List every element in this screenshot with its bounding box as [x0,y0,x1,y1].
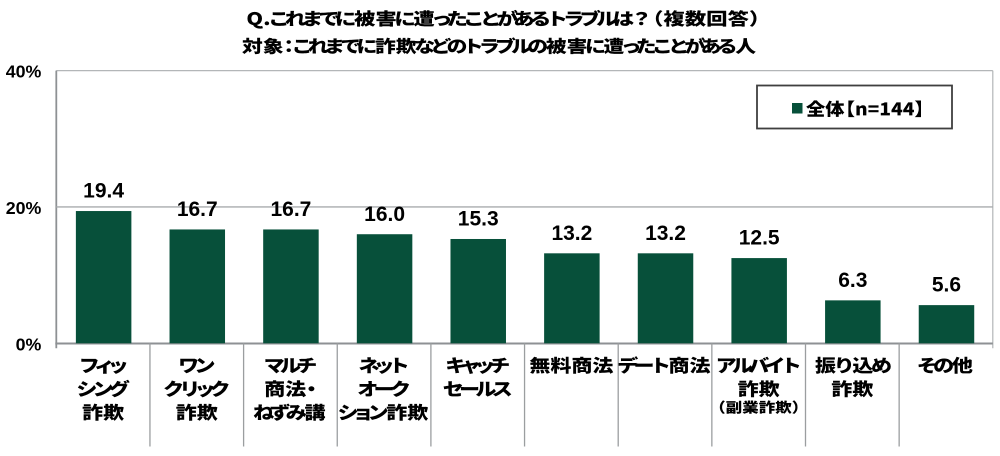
svg-text:40%: 40% [6,62,42,82]
svg-text:16.7: 16.7 [177,198,218,221]
svg-text:16.0: 16.0 [364,203,405,226]
svg-text:6.3: 6.3 [838,269,867,292]
svg-text:13.2: 13.2 [645,222,686,245]
svg-text:12.5: 12.5 [739,227,780,250]
svg-text:0%: 0% [16,334,42,354]
svg-text:19.4: 19.4 [83,180,124,203]
svg-text:13.2: 13.2 [551,222,592,245]
svg-text:5.6: 5.6 [932,274,961,297]
svg-text:20%: 20% [6,198,42,218]
svg-text:16.7: 16.7 [270,198,311,221]
svg-text:15.3: 15.3 [458,208,499,231]
